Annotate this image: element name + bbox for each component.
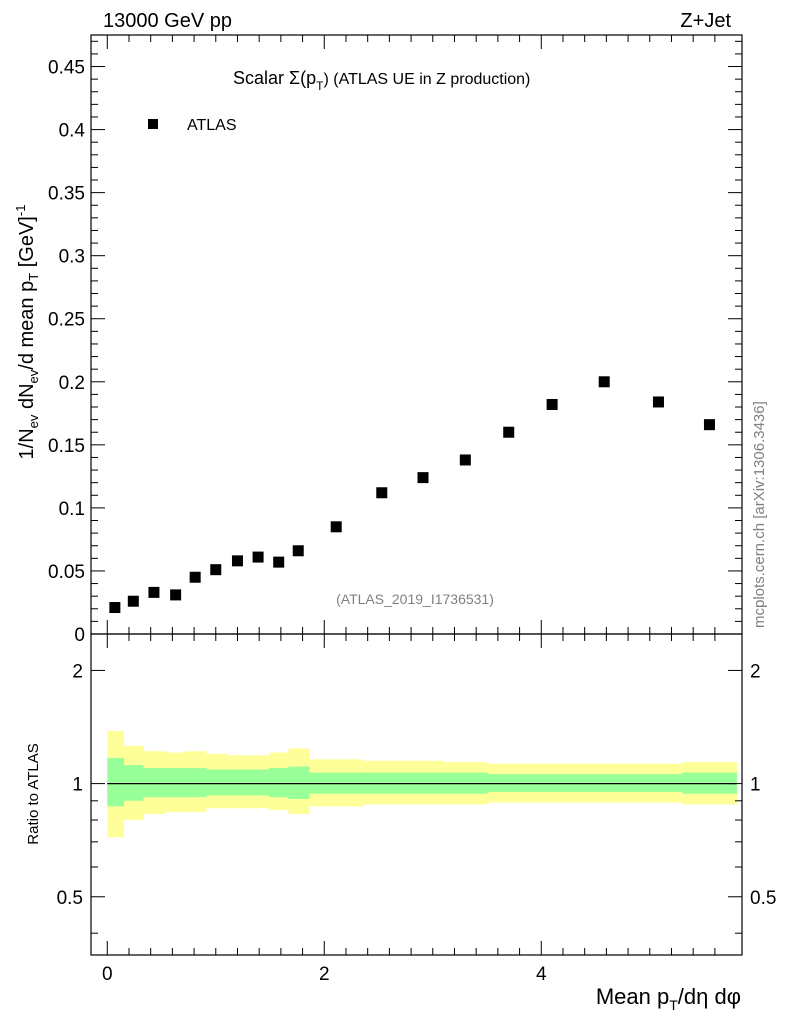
main-y-axis-label: 1/Nev dNev/d mean pT [GeV]-1 [13, 205, 41, 460]
data-point [210, 564, 222, 576]
green-band [248, 769, 270, 796]
main-y-ticks: 0 0.05 0.1 0.15 0.2 0.25 0.3 0.35 0.4 0.45 [48, 35, 742, 646]
data-point [170, 589, 182, 601]
y-tick-label: 0.45 [48, 58, 85, 79]
data-point [703, 419, 715, 431]
green-band [185, 768, 207, 798]
data-point [231, 555, 243, 567]
ratio-tick-label-left: 1 [72, 775, 83, 796]
legend-label: ATLAS [187, 117, 237, 134]
y-tick-label: 0.3 [59, 247, 85, 268]
x-tick-label: 0 [102, 964, 113, 985]
y-tick-label: 0.05 [48, 562, 85, 583]
data-point [652, 396, 664, 408]
green-band [226, 769, 249, 796]
ratio-tick-label-right: 1 [750, 775, 761, 796]
uncertainty-bands [107, 731, 738, 838]
x-axis-label: Mean pT/dη dφ [596, 984, 741, 1013]
y-tick-label: 0.1 [59, 499, 85, 520]
ratio-tick-label-right: 0.5 [750, 888, 776, 909]
data-point [148, 586, 160, 598]
x-tick-label: 4 [536, 964, 547, 985]
data-point [273, 556, 285, 568]
process-label: Z+Jet [680, 10, 731, 32]
data-point [189, 571, 201, 583]
data-point [503, 426, 515, 438]
data-point [127, 595, 139, 607]
y-tick-label: 0.2 [59, 373, 85, 394]
data-point [376, 487, 388, 499]
main-panel: 0 0.05 0.1 0.15 0.2 0.25 0.3 0.35 0.4 0.45 Scalar… [13, 34, 743, 646]
green-band [164, 768, 186, 798]
green-band [107, 757, 125, 807]
y-tick-label: 0 [74, 625, 85, 646]
ratio-y-axis-label: Ratio to ATLAS [25, 743, 42, 844]
source-label: mcplots.cern.ch [arXiv:1306.3436] [751, 401, 768, 628]
green-band [206, 769, 228, 796]
ratio-panel: 0.5 0.5 1 1 2 2 0 2 4 Ratio to ATLAS Mean pT/dη… [25, 633, 776, 1013]
legend-marker [148, 119, 158, 129]
y-tick-label: 0.15 [48, 436, 85, 457]
x-ticks: 0 2 4 [102, 634, 716, 985]
data-points [109, 376, 715, 614]
data-point [546, 398, 558, 410]
green-band [288, 766, 310, 799]
data-point [252, 551, 264, 563]
ratio-tick-label-left: 0.5 [57, 888, 83, 909]
data-point [417, 472, 429, 484]
analysis-id: (ATLAS_2019_I1736531) [336, 591, 494, 607]
data-point [292, 545, 304, 557]
data-point [330, 521, 342, 533]
y-tick-label: 0.35 [48, 184, 85, 205]
green-band [268, 768, 289, 798]
ratio-tick-label-left: 2 [72, 661, 83, 682]
data-point [598, 376, 610, 388]
x-tick-label: 2 [319, 964, 330, 985]
energy-label: 13000 GeV pp [103, 10, 232, 32]
y-tick-label: 0.4 [59, 121, 86, 142]
data-point [109, 602, 121, 614]
plot-title: Scalar Σ(pT) (ATLAS UE in Z production) [233, 68, 530, 93]
y-tick-label: 0.25 [48, 310, 85, 331]
data-point [459, 454, 471, 466]
ratio-frame [90, 633, 743, 956]
ratio-tick-label-right: 2 [750, 661, 761, 682]
ratio-y-ticks: 0.5 0.5 1 1 2 2 [57, 661, 776, 934]
green-band [123, 765, 144, 801]
green-band [143, 768, 166, 798]
